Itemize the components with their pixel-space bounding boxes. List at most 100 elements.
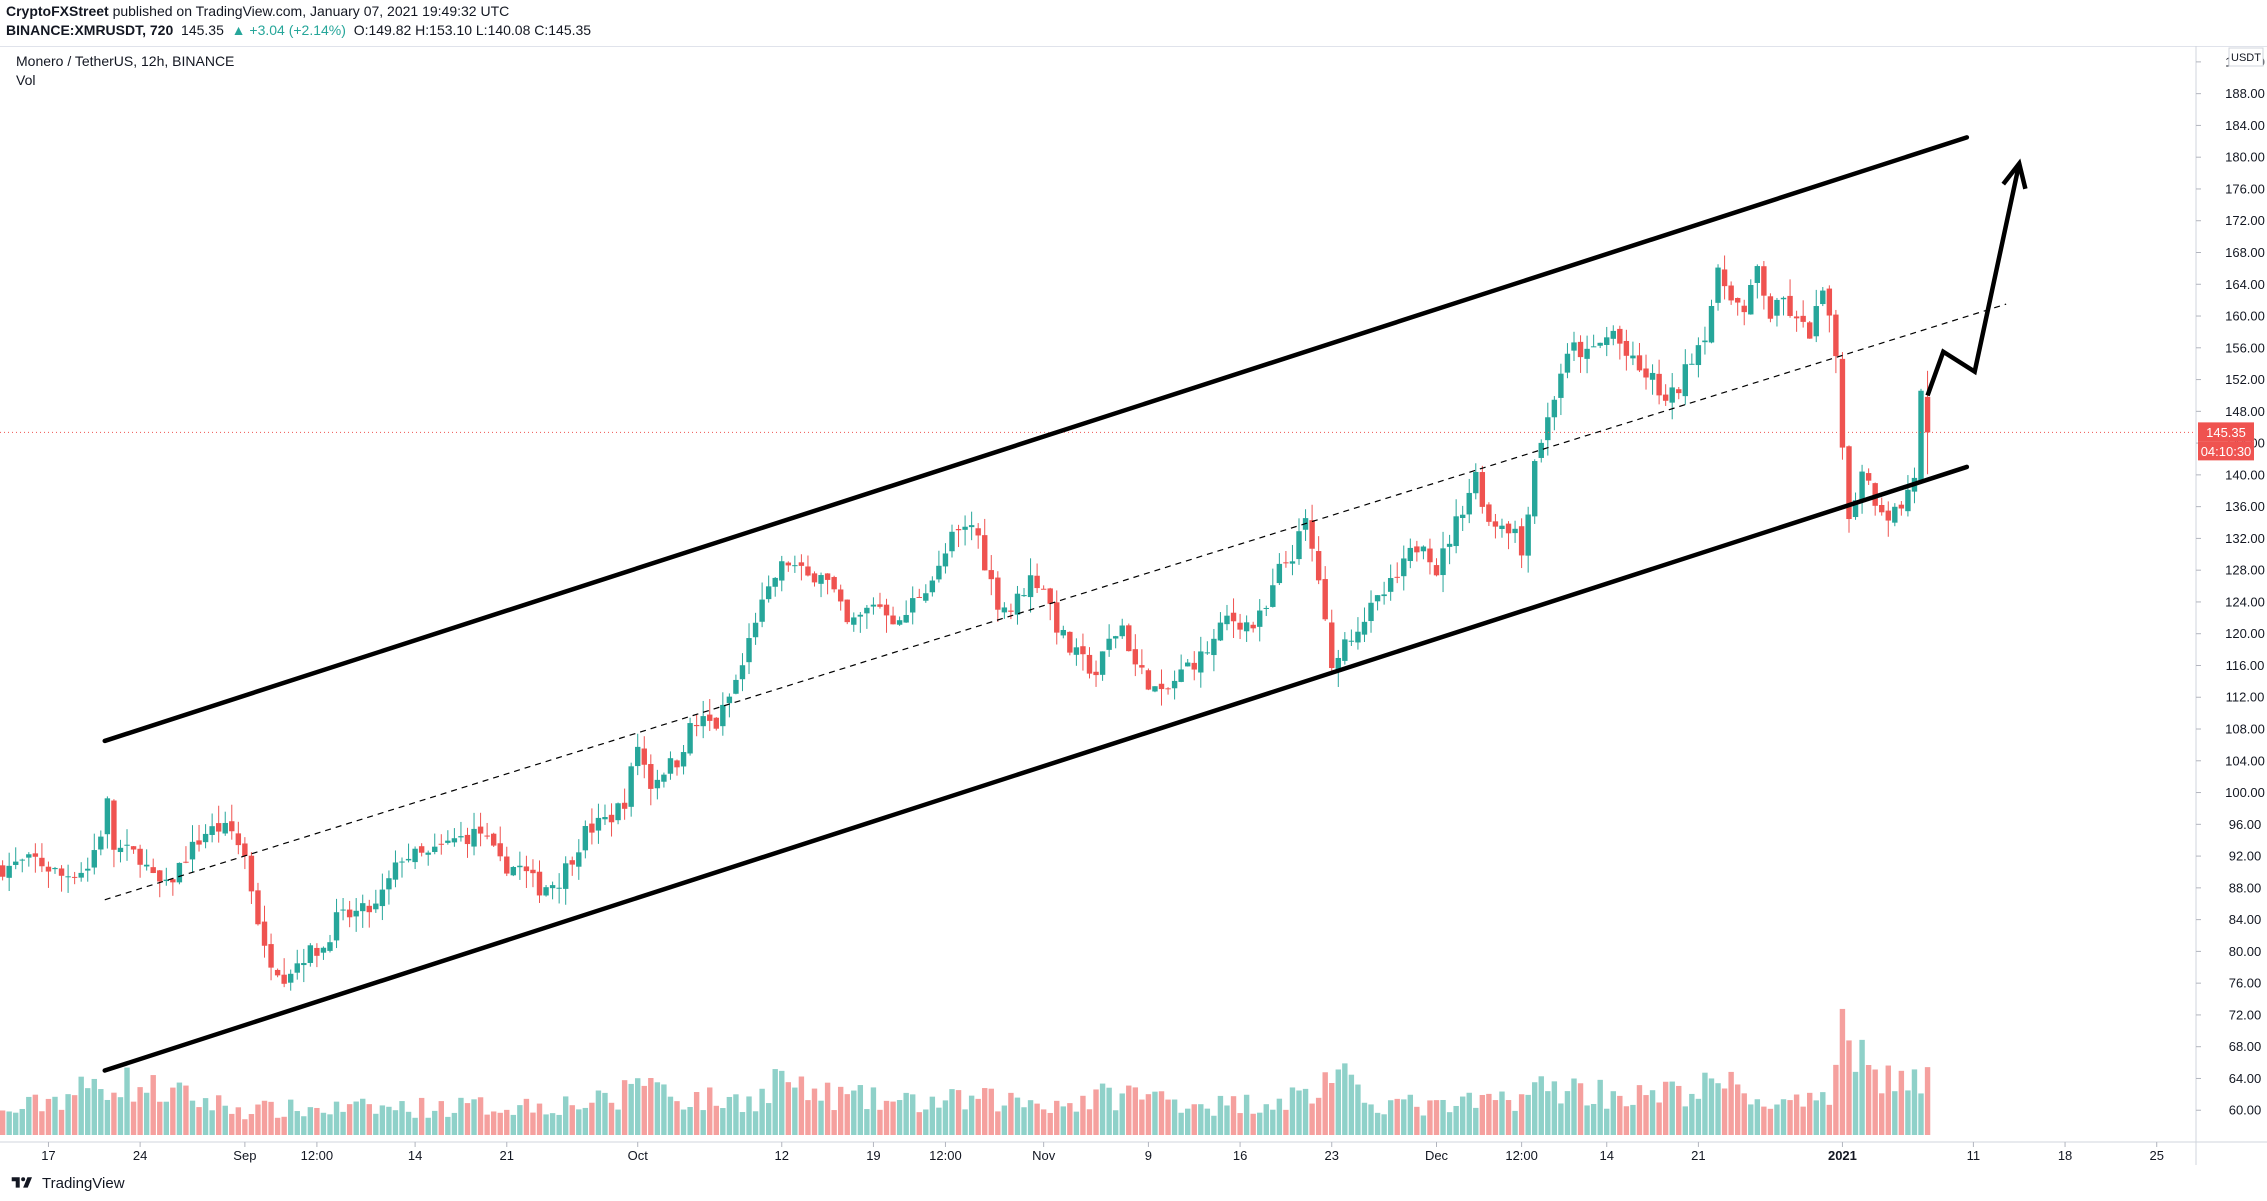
candle-body bbox=[1649, 372, 1656, 380]
volume-bar bbox=[1708, 1078, 1715, 1135]
candle-body bbox=[1387, 578, 1394, 592]
candle-body bbox=[661, 774, 667, 782]
candle-body bbox=[1636, 355, 1643, 371]
volume-bar bbox=[58, 1109, 65, 1135]
volume-bar bbox=[248, 1114, 255, 1135]
candle-body bbox=[1571, 342, 1577, 351]
candle-body bbox=[261, 921, 268, 946]
candle-body bbox=[274, 969, 281, 976]
candle-body bbox=[1060, 629, 1066, 636]
candle-body bbox=[602, 817, 608, 820]
volume-bar bbox=[890, 1101, 896, 1135]
candle-body bbox=[635, 746, 641, 767]
forecast-arrow[interactable] bbox=[1925, 163, 2022, 397]
time-tick-label: 16 bbox=[1233, 1148, 1247, 1163]
price-tick-label: 184.00 bbox=[2225, 118, 2265, 133]
candle-body bbox=[536, 871, 543, 896]
price-tick-label: 96.00 bbox=[2229, 817, 2262, 832]
volume-bar bbox=[1145, 1094, 1152, 1135]
volume-bar bbox=[792, 1087, 798, 1135]
volume-bar bbox=[1060, 1106, 1066, 1135]
candle-body bbox=[1852, 500, 1859, 518]
candle-body bbox=[386, 878, 392, 890]
volume-bar bbox=[1014, 1097, 1021, 1135]
volume-bar bbox=[1420, 1115, 1427, 1135]
volume-bar bbox=[589, 1102, 595, 1135]
candle-body bbox=[1532, 461, 1538, 517]
candle-body bbox=[1577, 341, 1584, 358]
candle-body bbox=[1669, 387, 1675, 403]
volume-bar bbox=[1492, 1100, 1499, 1135]
volume-bar bbox=[1001, 1105, 1008, 1135]
candle-body bbox=[1538, 442, 1544, 458]
volume-bar bbox=[45, 1098, 52, 1135]
price-tick-label: 84.00 bbox=[2229, 912, 2262, 927]
candle-body bbox=[1545, 417, 1551, 441]
volume-bar bbox=[484, 1114, 490, 1135]
volume-bar bbox=[635, 1078, 641, 1135]
candle-body bbox=[438, 843, 444, 845]
volume-bar bbox=[1139, 1099, 1145, 1135]
candle-body bbox=[1767, 296, 1774, 319]
volume-bar bbox=[1662, 1081, 1669, 1135]
volume-bar bbox=[1872, 1069, 1878, 1135]
candle-body bbox=[1342, 639, 1348, 661]
volume-bar bbox=[556, 1114, 562, 1135]
time-axis[interactable]: 17 24 Sep 12:00 14 21 Oct 12 19 12:00 Nov 9 16 23 Dec 1… bbox=[41, 1142, 2164, 1163]
volume-bar bbox=[1414, 1106, 1420, 1135]
candle-body bbox=[798, 562, 805, 566]
candle-body bbox=[379, 889, 386, 907]
volume-bar bbox=[837, 1086, 844, 1135]
volume-bar bbox=[1518, 1094, 1525, 1135]
volume-bar bbox=[19, 1108, 25, 1135]
volume-bar bbox=[85, 1088, 91, 1135]
channel-lower-line[interactable] bbox=[102, 464, 1970, 1073]
volume-bar bbox=[366, 1104, 372, 1135]
volume-bar bbox=[1381, 1114, 1387, 1135]
price-tick-label: 76.00 bbox=[2229, 976, 2262, 991]
volume-bar bbox=[615, 1109, 621, 1135]
candle-body bbox=[1826, 288, 1833, 316]
price-tick-label: 120.00 bbox=[2225, 626, 2265, 641]
volume-bar bbox=[805, 1100, 811, 1135]
volume-bar bbox=[1152, 1091, 1158, 1135]
candle-body bbox=[1905, 489, 1911, 512]
candle-body bbox=[1139, 665, 1145, 668]
volume-bar bbox=[176, 1082, 183, 1135]
channel-upper-line[interactable] bbox=[102, 135, 1970, 744]
candle-body bbox=[301, 963, 307, 966]
volume-bar bbox=[883, 1100, 890, 1135]
volume-bar bbox=[667, 1096, 674, 1135]
candle-body bbox=[811, 573, 818, 583]
candle-body bbox=[844, 599, 850, 623]
candle-body bbox=[1859, 471, 1865, 502]
volume-bar bbox=[1440, 1099, 1446, 1135]
candle-body bbox=[1027, 575, 1034, 598]
volume-bar bbox=[1715, 1083, 1721, 1135]
candle-body bbox=[1846, 446, 1852, 520]
volume-bar bbox=[1479, 1094, 1486, 1135]
time-tick-label: 9 bbox=[1145, 1148, 1152, 1163]
volume-bar bbox=[1865, 1065, 1872, 1135]
tradingview-logo-icon[interactable] bbox=[10, 1175, 34, 1191]
candle-body bbox=[1067, 631, 1073, 653]
volume-bar bbox=[1459, 1096, 1466, 1135]
volume-bar bbox=[32, 1094, 39, 1135]
time-tick-label: 23 bbox=[1325, 1148, 1339, 1163]
price-axis[interactable]: 60.00 64.00 68.00 72.00 76.00 80.00 84.00 88.00… bbox=[2196, 54, 2265, 1118]
brand-name[interactable]: TradingView bbox=[42, 1174, 125, 1192]
volume-bar bbox=[1224, 1105, 1230, 1135]
time-tick-label: 2021 bbox=[1828, 1148, 1857, 1163]
publisher-name[interactable]: CryptoFXStreet bbox=[6, 3, 109, 19]
price-tick-label: 108.00 bbox=[2225, 722, 2265, 737]
volume-bar bbox=[301, 1116, 307, 1135]
volume-bar bbox=[942, 1100, 949, 1135]
volume-bar bbox=[621, 1080, 628, 1135]
volume-bar bbox=[1564, 1091, 1571, 1135]
volume-bar bbox=[870, 1087, 877, 1135]
volume-bar bbox=[720, 1108, 726, 1135]
candle-body bbox=[962, 526, 968, 530]
forecast-arrowhead bbox=[2001, 158, 2028, 190]
volume-bar bbox=[752, 1111, 759, 1135]
